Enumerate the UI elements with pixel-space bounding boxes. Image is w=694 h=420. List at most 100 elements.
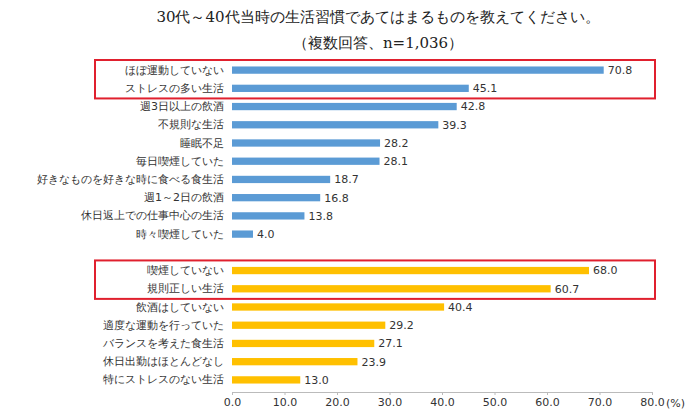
tick: 特にストレスのない生活 <box>103 373 232 386</box>
category-label: 週1～2日の飲酒 <box>144 191 224 204</box>
data-labels: 70.8 45.1 42.8 39.3 28.2 28.1 18.7 16.8 13.8 4.0 6… <box>257 64 632 387</box>
bars <box>232 66 604 383</box>
category-label: 睡眠不足 <box>180 137 224 150</box>
tick: 不規則な生活 <box>158 118 232 131</box>
bar <box>232 121 438 128</box>
category-label: 不規則な生活 <box>158 118 224 131</box>
category-label: ほぼ運動していない <box>125 64 224 77</box>
data-label: 13.0 <box>304 374 329 387</box>
data-label: 4.0 <box>257 228 275 241</box>
category-label: バランスを考えた食生活 <box>102 337 224 350</box>
data-label: 60.7 <box>555 283 580 296</box>
data-label: 13.8 <box>308 210 333 223</box>
tick-mark <box>337 392 338 395</box>
data-label: 18.7 <box>334 173 359 186</box>
chart: 30代～40代当時の生活習慣であてはまるものを教えてください。 （複数回答、n=1… <box>0 0 694 420</box>
tick: 20.0 <box>325 392 350 409</box>
tick: 喫煙していない <box>147 264 232 277</box>
tick: 睡眠不足 <box>180 137 232 150</box>
bar <box>232 85 469 92</box>
tick: 80.0 <box>640 392 665 409</box>
category-label: 休日返上での仕事中心の生活 <box>81 209 224 222</box>
bar <box>232 340 374 347</box>
data-label: 39.3 <box>442 119 467 132</box>
bar <box>232 303 444 310</box>
tick: 0.0 <box>224 392 242 409</box>
data-label: 27.1 <box>378 337 403 350</box>
bar <box>232 103 457 110</box>
title: 30代～40代当時の生活習慣であてはまるものを教えてください。 <box>156 8 599 26</box>
tick-mark <box>285 392 286 395</box>
tick-mark <box>390 392 391 395</box>
tick: 適度な運動を行っていた <box>103 319 232 332</box>
bar <box>232 267 589 274</box>
data-label: 45.1 <box>473 82 498 95</box>
data-label: 40.4 <box>448 301 473 314</box>
tick: 規則正しい生活 <box>147 282 232 295</box>
bar <box>232 194 320 201</box>
data-label: 29.2 <box>389 319 414 332</box>
data-label: 42.8 <box>461 100 486 113</box>
bar <box>232 176 330 183</box>
tick-label: 10.0 <box>273 396 298 409</box>
data-label: 70.8 <box>608 64 633 77</box>
tick-mark <box>232 392 233 395</box>
tick: 休日出勤はほとんどなし <box>103 355 232 368</box>
category-label: 適度な運動を行っていた <box>103 319 224 332</box>
tick-mark <box>547 392 548 395</box>
category-label: 好きなものを好きな時に食べる食生活 <box>37 173 224 186</box>
x-axis-label: (%) <box>666 397 685 410</box>
bar <box>232 230 253 237</box>
tick: 50.0 <box>483 392 508 409</box>
data-label: 28.2 <box>384 137 409 150</box>
tick: 時々喫煙していた <box>136 228 232 241</box>
tick-label: 30.0 <box>378 396 403 409</box>
highlight-box <box>95 60 655 98</box>
tick-mark <box>495 392 496 395</box>
tick-mark <box>442 392 443 395</box>
tick: 週3日以上の飲酒 <box>140 100 232 113</box>
tick-label: 20.0 <box>325 396 350 409</box>
bar <box>232 322 385 329</box>
tick-label: 40.0 <box>430 396 455 409</box>
category-label: 週3日以上の飲酒 <box>140 100 224 113</box>
data-label: 28.1 <box>384 155 409 168</box>
data-label: 23.9 <box>361 356 386 369</box>
category-label: 喫煙していない <box>147 264 224 277</box>
category-label: 飲酒はしていない <box>136 301 224 314</box>
subtitle: （複数回答、n=1,036） <box>293 34 463 52</box>
category-label: 毎日喫煙していた <box>136 155 224 168</box>
tick: 週1～2日の飲酒 <box>144 191 232 204</box>
category-label: ストレスの多い生活 <box>125 82 224 95</box>
y-axis: ほぼ運動していないストレスの多い生活週3日以上の飲酒不規則な生活睡眠不足毎日喫煙… <box>37 64 232 387</box>
tick: 毎日喫煙していた <box>136 155 232 168</box>
data-label: 16.8 <box>324 192 349 205</box>
tick: 好きなものを好きな時に食べる食生活 <box>37 173 232 186</box>
tick: バランスを考えた食生活 <box>102 337 232 350</box>
tick: 飲酒はしていない <box>136 301 232 314</box>
tick-mark <box>600 392 601 395</box>
tick: 40.0 <box>430 392 455 409</box>
tick: ストレスの多い生活 <box>125 82 232 95</box>
tick: 60.0 <box>535 392 560 409</box>
tick-mark <box>652 392 653 395</box>
tick-label: 80.0 <box>640 396 665 409</box>
tick-label: 0.0 <box>224 396 242 409</box>
category-label: 規則正しい生活 <box>147 282 224 295</box>
category-label: 時々喫煙していた <box>136 228 224 241</box>
tick: 10.0 <box>273 392 298 409</box>
data-label: 68.0 <box>593 264 618 277</box>
bar <box>232 66 604 73</box>
tick: 休日返上での仕事中心の生活 <box>81 209 232 222</box>
category-label: 休日出勤はほとんどなし <box>103 355 224 368</box>
tick-label: 60.0 <box>535 396 560 409</box>
x-axis: 0.0 10.0 20.0 30.0 40.0 50.0 60.0 70.0 80.0 <box>224 392 665 409</box>
bar <box>232 212 304 219</box>
bar <box>232 376 300 383</box>
tick: ほぼ運動していない <box>125 64 232 77</box>
category-label: 特にストレスのない生活 <box>103 373 224 386</box>
bar <box>232 158 380 165</box>
bar <box>232 285 551 292</box>
tick-label: 70.0 <box>588 396 613 409</box>
tick: 30.0 <box>378 392 403 409</box>
